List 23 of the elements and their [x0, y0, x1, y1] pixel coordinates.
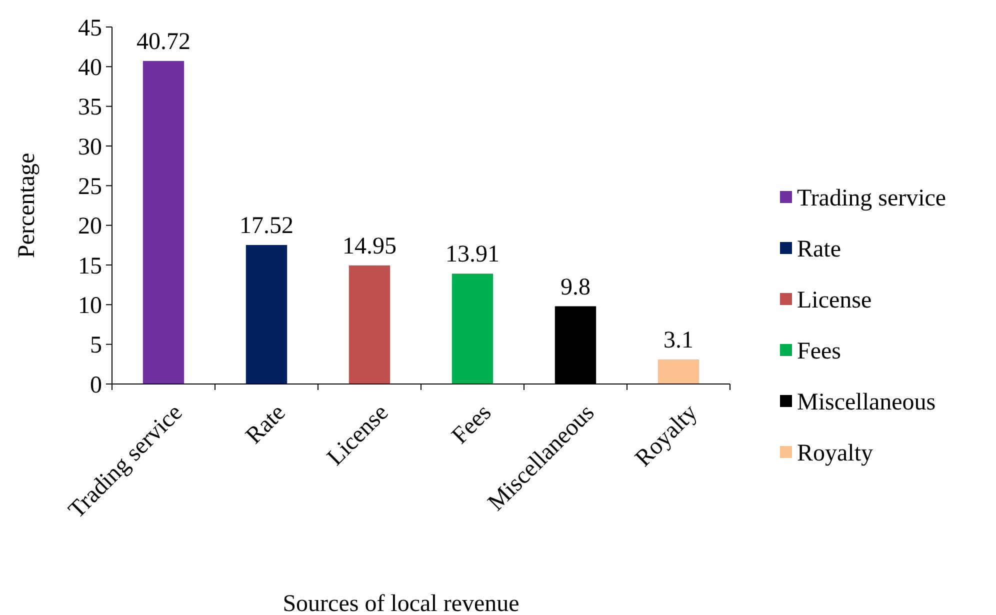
legend-label: Fees	[797, 338, 841, 364]
legend-label: Trading service	[797, 185, 946, 212]
y-tick-label: 0	[90, 372, 102, 398]
legend-label: License	[797, 287, 872, 314]
data-label: 14.95	[342, 233, 396, 260]
y-tick-label: 45	[78, 15, 102, 42]
data-label: 13.91	[446, 242, 500, 268]
y-tick-label: 20	[78, 214, 102, 240]
y-tick-label: 40	[78, 55, 102, 82]
y-tick-label: 5	[90, 332, 102, 359]
y-tick-label: 35	[78, 94, 102, 121]
x-axis-title: Sources of local revenue	[282, 591, 520, 615]
y-tick-label: 25	[78, 174, 102, 200]
data-label: 17.52	[240, 213, 294, 240]
data-label: 40.72	[136, 28, 190, 55]
y-axis-title: Percentage	[14, 152, 40, 258]
y-tick-label: 15	[78, 253, 102, 280]
x-tick-label: Rate	[241, 400, 291, 450]
y-tick-label: 30	[78, 134, 102, 160]
y-tick-label: 10	[78, 293, 102, 320]
data-label: 9.8	[560, 274, 590, 300]
data-label: 3.1	[664, 327, 694, 354]
legend-label: Rate	[797, 236, 841, 262]
